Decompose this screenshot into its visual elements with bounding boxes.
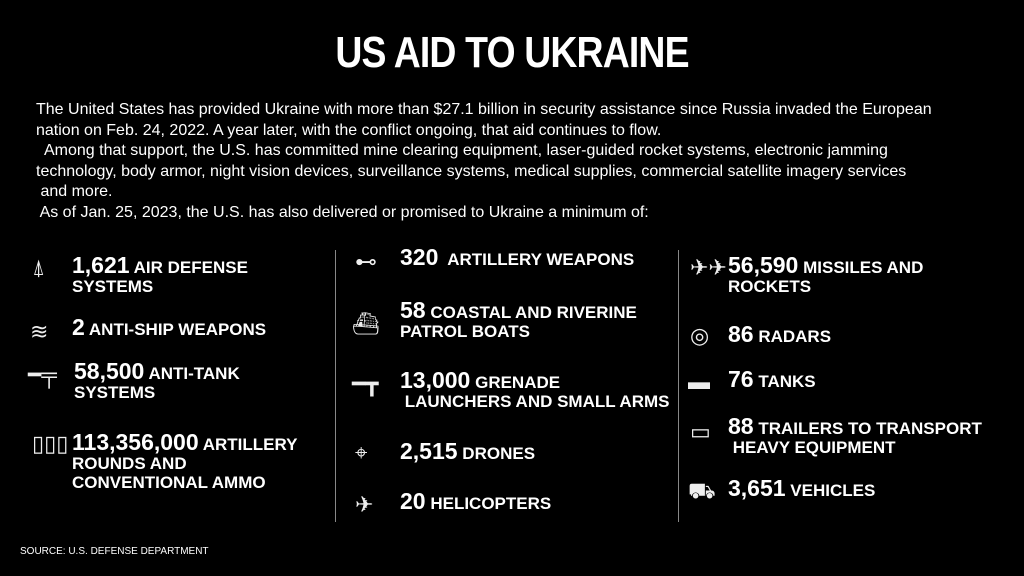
aid-label: ROUNDS AND (72, 454, 187, 473)
intro-line: Among that support, the U.S. has committ… (36, 142, 888, 159)
aid-count: 88 (728, 413, 754, 439)
aid-item: 320 ARTILLERY WEAPONS (400, 246, 635, 270)
aid-item: 3,651 VEHICLES (728, 477, 876, 501)
aid-label: AIR DEFENSE (133, 258, 248, 277)
aid-item: 58 COASTAL AND RIVERINE PATROL BOATS (400, 299, 637, 342)
artillery-icon: ⊷ (355, 249, 377, 274)
aid-item: 56,590 MISSILES AND ROCKETS (728, 254, 924, 297)
aid-label: LAUNCHERS AND SMALL ARMS (400, 392, 670, 411)
aid-count: 2 (72, 314, 85, 340)
helicopter-icon: ✈ (355, 492, 374, 517)
tank-icon: ▬ (688, 369, 710, 394)
aid-item: 2,515 DRONES (400, 440, 536, 464)
aid-item: 58,500 ANTI-TANK SYSTEMS (74, 360, 240, 403)
anti-tank-icon: ━╤ (28, 362, 57, 387)
aid-count: 58,500 (74, 358, 145, 384)
aid-label: ANTI-SHIP WEAPONS (88, 320, 267, 339)
aid-label: ARTILLERY (202, 435, 298, 454)
aid-count: 20 (400, 488, 426, 514)
aid-label: VEHICLES (790, 481, 876, 500)
aid-label: TANKS (758, 372, 816, 391)
radar-icon: ◎ (690, 323, 710, 348)
aid-count: 13,000 (400, 367, 471, 393)
aid-item: 88 TRAILERS TO TRANSPORT HEAVY EQUIPMENT (728, 415, 982, 458)
missiles-icon: ✈✈ (690, 255, 727, 280)
aid-count: 76 (728, 366, 754, 392)
aid-label: HELICOPTERS (430, 494, 552, 513)
aid-count: 3,651 (728, 475, 786, 501)
aid-label: TRAILERS TO TRANSPORT (758, 419, 982, 438)
aid-count: 86 (728, 321, 754, 347)
boat-icon: ⛴ (352, 311, 380, 336)
anti-ship-icon: ≋ (30, 319, 49, 344)
aid-item: 13,000 GRENADE LAUNCHERS AND SMALL ARMS (400, 369, 670, 412)
intro-text: The United States has provided Ukraine w… (36, 100, 996, 223)
rifle-icon: ━┳ (352, 371, 379, 396)
source-note: SOURCE: U.S. DEFENSE DEPARTMENT (20, 546, 209, 557)
aid-label: SYSTEMS (72, 277, 154, 296)
aid-count: 320 (400, 244, 439, 270)
intro-line: and more. (36, 183, 113, 200)
aid-label: CONVENTIONAL AMMO (72, 473, 266, 492)
aid-label: ROCKETS (728, 277, 812, 296)
aid-label: HEAVY EQUIPMENT (728, 438, 896, 457)
page-title: US AID TO UKRAINE (335, 28, 689, 77)
aid-count: 1,621 (72, 252, 130, 278)
intro-line: technology, body armor, night vision dev… (36, 162, 907, 180)
aid-count: 56,590 (728, 252, 799, 278)
column-divider (678, 250, 679, 522)
aid-label: PATROL BOATS (400, 322, 531, 341)
aid-label: COASTAL AND RIVERINE (430, 303, 637, 322)
aid-item: 1,621 AIR DEFENSE SYSTEMS (72, 254, 248, 297)
air-defense-icon: ⍋ (32, 255, 46, 280)
aid-label: ARTILLERY WEAPONS (443, 250, 635, 269)
aid-count: 113,356,000 (72, 429, 199, 455)
vehicle-icon: ⛟ (688, 478, 716, 503)
aid-label: MISSILES AND (803, 258, 924, 277)
intro-line: The United States has provided Ukraine w… (36, 101, 932, 118)
intro-line: As of Jan. 25, 2023, the U.S. has also d… (36, 203, 649, 221)
trailer-icon: ▭ (690, 419, 711, 444)
aid-item: 86 RADARS (728, 323, 832, 347)
aid-item: 113,356,000 ARTILLERY ROUNDS AND CONVENTIO… (72, 431, 298, 493)
column-divider (335, 250, 336, 522)
ammo-icon: ▯▯▯ (32, 431, 69, 456)
aid-label: ANTI-TANK (148, 364, 240, 383)
aid-label: DRONES (462, 444, 536, 463)
intro-line: nation on Feb. 24, 2022. A year later, w… (36, 121, 662, 139)
aid-label: GRENADE (475, 373, 561, 392)
aid-item: 20 HELICOPTERS (400, 490, 552, 514)
aid-label: SYSTEMS (74, 383, 156, 402)
aid-item: 76 TANKS (728, 368, 816, 392)
aid-item: 2 ANTI-SHIP WEAPONS (72, 316, 267, 340)
aid-label: RADARS (758, 327, 832, 346)
aid-count: 2,515 (400, 438, 458, 464)
drone-icon: ⌖ (355, 440, 368, 465)
aid-count: 58 (400, 297, 426, 323)
